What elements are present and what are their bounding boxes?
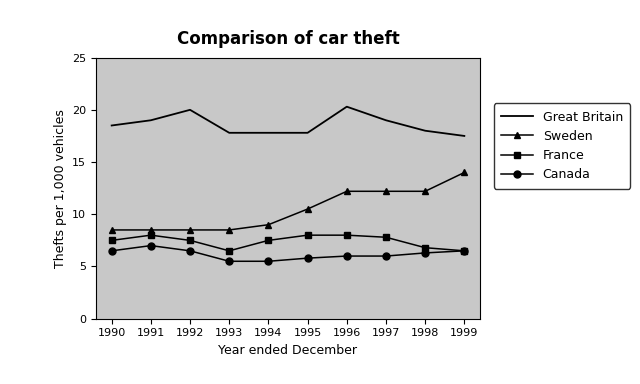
Great Britain <box>147 118 155 122</box>
Great Britain <box>421 128 429 133</box>
Line: Sweden: Sweden <box>108 169 468 233</box>
France <box>461 248 468 253</box>
France <box>343 233 351 237</box>
Canada <box>421 251 429 255</box>
Great Britain <box>461 134 468 138</box>
Great Britain <box>382 118 390 122</box>
Canada <box>186 248 194 253</box>
France <box>147 233 155 237</box>
Sweden <box>461 170 468 175</box>
Canada <box>108 248 115 253</box>
Great Britain <box>304 131 312 135</box>
Sweden <box>186 228 194 232</box>
Line: France: France <box>108 232 468 254</box>
Great Britain <box>264 131 272 135</box>
France <box>421 245 429 250</box>
Canada <box>225 259 233 263</box>
Great Britain <box>225 131 233 135</box>
Line: Great Britain: Great Britain <box>111 107 465 136</box>
Legend: Great Britain, Sweden, France, Canada: Great Britain, Sweden, France, Canada <box>494 103 630 189</box>
France <box>108 238 115 243</box>
Canada <box>461 248 468 253</box>
X-axis label: Year ended December: Year ended December <box>218 344 358 357</box>
Canada <box>264 259 272 263</box>
France <box>264 238 272 243</box>
Great Britain <box>343 104 351 109</box>
Canada <box>304 256 312 260</box>
Sweden <box>108 228 115 232</box>
Sweden <box>304 207 312 211</box>
Sweden <box>147 228 155 232</box>
Sweden <box>264 222 272 227</box>
France <box>225 248 233 253</box>
Sweden <box>382 189 390 194</box>
Sweden <box>343 189 351 194</box>
Sweden <box>225 228 233 232</box>
France <box>382 235 390 240</box>
Great Britain <box>186 108 194 112</box>
France <box>186 238 194 243</box>
Canada <box>343 254 351 258</box>
Great Britain <box>108 123 115 128</box>
Sweden <box>421 189 429 194</box>
France <box>304 233 312 237</box>
Canada <box>382 254 390 258</box>
Title: Comparison of car theft: Comparison of car theft <box>177 30 399 48</box>
Line: Canada: Canada <box>108 242 468 265</box>
Canada <box>147 243 155 248</box>
Y-axis label: Thefts per 1,000 vehicles: Thefts per 1,000 vehicles <box>54 109 67 268</box>
